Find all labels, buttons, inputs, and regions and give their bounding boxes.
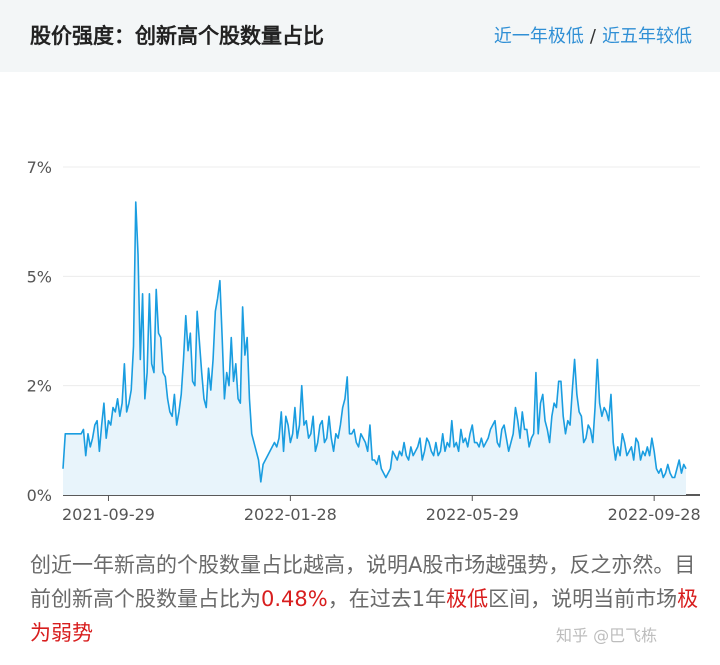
description-text-1: 创近一年新高的个股数量占比越高，说明A股市场越强势，反之亦然。目前创新高个股数量… [30,553,696,611]
x-tick-label: 2022-01-28 [244,505,337,524]
x-tick-label: 2022-05-29 [426,505,519,524]
series-line [62,201,687,483]
y-axis: 0% 2% 5% 7% [27,158,52,505]
y-tick-label: 2% [27,377,52,396]
link-separator: / [589,26,596,47]
x-tick-label: 2022-09-28 [608,505,701,524]
series-area [63,201,686,496]
watermark: 知乎 @巴飞栋 [556,626,658,645]
x-tick-label: 2021-09-29 [62,505,155,524]
header-links: 近一年极低 / 近五年较低 [494,22,692,48]
x-axis: 2021-09-29 2022-01-28 2022-05-29 2022-09-28 [62,495,701,524]
header-bar: 股价强度：创新高个股数量占比 近一年极低 / 近五年较低 [0,0,720,72]
one-year-low-link[interactable]: 近一年极低 [493,26,584,47]
description-text-2: ，在过去1年 [327,587,447,611]
description: 创近一年新高的个股数量占比越高，说明A股市场越强势，反之亦然。目前创新高个股数量… [30,548,700,650]
range-level-value: 极低 [446,587,489,611]
y-tick-label: 5% [27,267,52,286]
market-strength-value: 极为弱势 [30,587,699,645]
line-chart: 0%2%5%7% 2021-09-29 2022-01-28 2022-05-29 2… [27,158,701,524]
y-tick-label: 7% [27,158,52,177]
description-text-3: 区间，说明当前市场 [488,587,678,611]
chart-title: 股价强度：创新高个股数量占比 [30,24,324,48]
y-tick-label: 0% [27,486,52,505]
five-year-low-link[interactable]: 近五年较低 [602,26,692,47]
current-ratio-value: 0.48% [261,587,328,611]
